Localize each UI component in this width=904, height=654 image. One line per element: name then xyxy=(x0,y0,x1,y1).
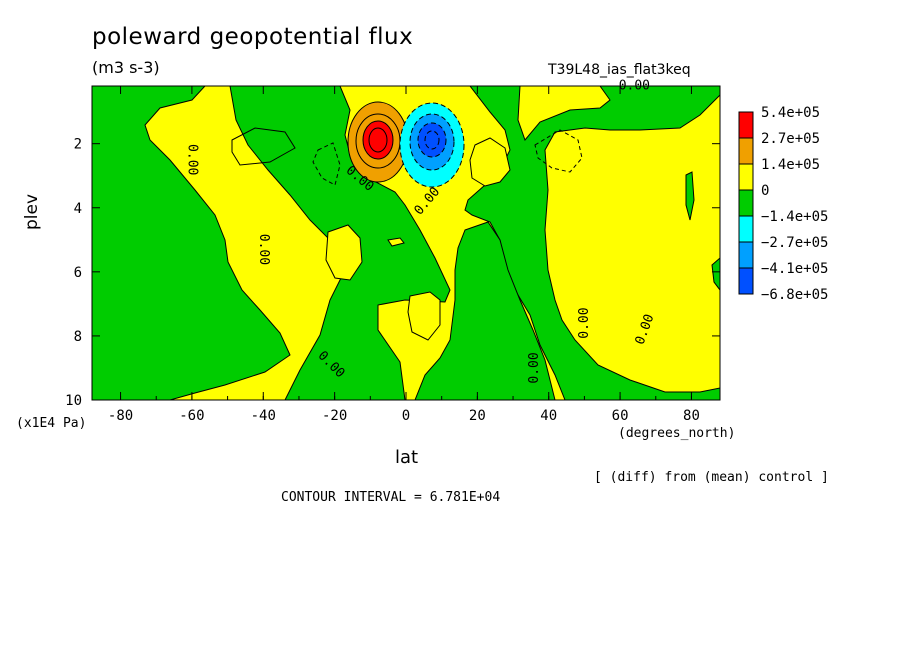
x-axis-label: lat xyxy=(395,447,419,468)
negative-region-right-low xyxy=(414,221,556,400)
y-tick-label: 10 xyxy=(65,393,82,409)
color-legend: 5.4e+05 2.7e+05 1.4e+05 0 −1.4e+05 −2.7e+05 −4… xyxy=(738,105,828,303)
negative-minimum xyxy=(399,102,465,188)
legend-swatch xyxy=(738,189,754,217)
legend-swatch xyxy=(738,267,754,295)
positive-maximum xyxy=(347,101,409,183)
y-tick-label: 6 xyxy=(74,265,82,281)
y-tick-label: 4 xyxy=(74,201,82,217)
x-tick-label: 60 xyxy=(612,408,629,424)
contour-line-dashed-east xyxy=(534,129,583,173)
x-tick-label: -40 xyxy=(251,408,276,424)
y-axis-ticks: 2 4 6 8 10 xyxy=(65,137,720,409)
x-tick-label: -80 xyxy=(108,408,133,424)
x-tick-label: -20 xyxy=(322,408,347,424)
run-id-label: T39L48_ias_flat3keq xyxy=(548,62,691,78)
positive-island-bottom xyxy=(407,291,441,341)
y-tick-label: 2 xyxy=(74,137,82,153)
plot-field xyxy=(92,86,720,400)
legend-label: −1.4e+05 xyxy=(761,209,828,225)
legend-label: 0 xyxy=(761,183,769,199)
negative-region-west xyxy=(92,86,291,400)
positive-island-center xyxy=(387,237,405,247)
y-axis-units: (x1E4 Pa) xyxy=(16,416,87,431)
legend-swatch xyxy=(738,215,754,243)
contour-label: 0.00 xyxy=(527,352,542,383)
x-axis-ticks: -80 -60 -40 -20 0 20 40 60 80 xyxy=(108,86,700,424)
contour-label: 0.00 xyxy=(184,144,199,175)
legend-label: 2.7e+05 xyxy=(761,131,820,147)
legend-swatch xyxy=(738,111,754,139)
x-axis-units: (degrees_north) xyxy=(618,426,736,441)
x-tick-label: -60 xyxy=(179,408,204,424)
legend-swatch xyxy=(738,241,754,269)
legend-label: −2.7e+05 xyxy=(761,235,828,251)
contour-line-west xyxy=(231,127,296,166)
legend-swatch xyxy=(738,163,754,191)
negative-finger-right-b xyxy=(711,257,720,291)
x-tick-label: 0 xyxy=(402,408,410,424)
contour-label: 0.00 xyxy=(577,307,592,338)
legend-label: −6.8e+05 xyxy=(761,287,828,303)
legend-swatch xyxy=(738,137,754,165)
x-tick-label: 40 xyxy=(540,408,557,424)
units-label: (m3 s-3) xyxy=(92,58,160,77)
contour-label: 0.00 xyxy=(256,234,271,265)
x-tick-label: 20 xyxy=(469,408,486,424)
x-tick-label: 80 xyxy=(683,408,700,424)
negative-finger-right-a xyxy=(685,171,695,221)
contour-interval: CONTOUR INTERVAL = 6.781E+04 xyxy=(281,490,501,505)
positive-lobe-right xyxy=(517,86,611,141)
chart-title: poleward geopotential flux xyxy=(92,24,414,50)
positive-island-left xyxy=(325,224,363,281)
negative-region-upper-right xyxy=(464,86,720,400)
contour-line-dashed-west xyxy=(312,142,341,186)
y-tick-label: 8 xyxy=(74,329,82,345)
legend-label: 5.4e+05 xyxy=(761,105,820,121)
positive-island-upper-right xyxy=(469,137,511,187)
legend-label: −4.1e+05 xyxy=(761,261,828,277)
legend-label: 1.4e+05 xyxy=(761,157,820,173)
diff-note: [ (diff) from (mean) control ] xyxy=(594,470,829,485)
